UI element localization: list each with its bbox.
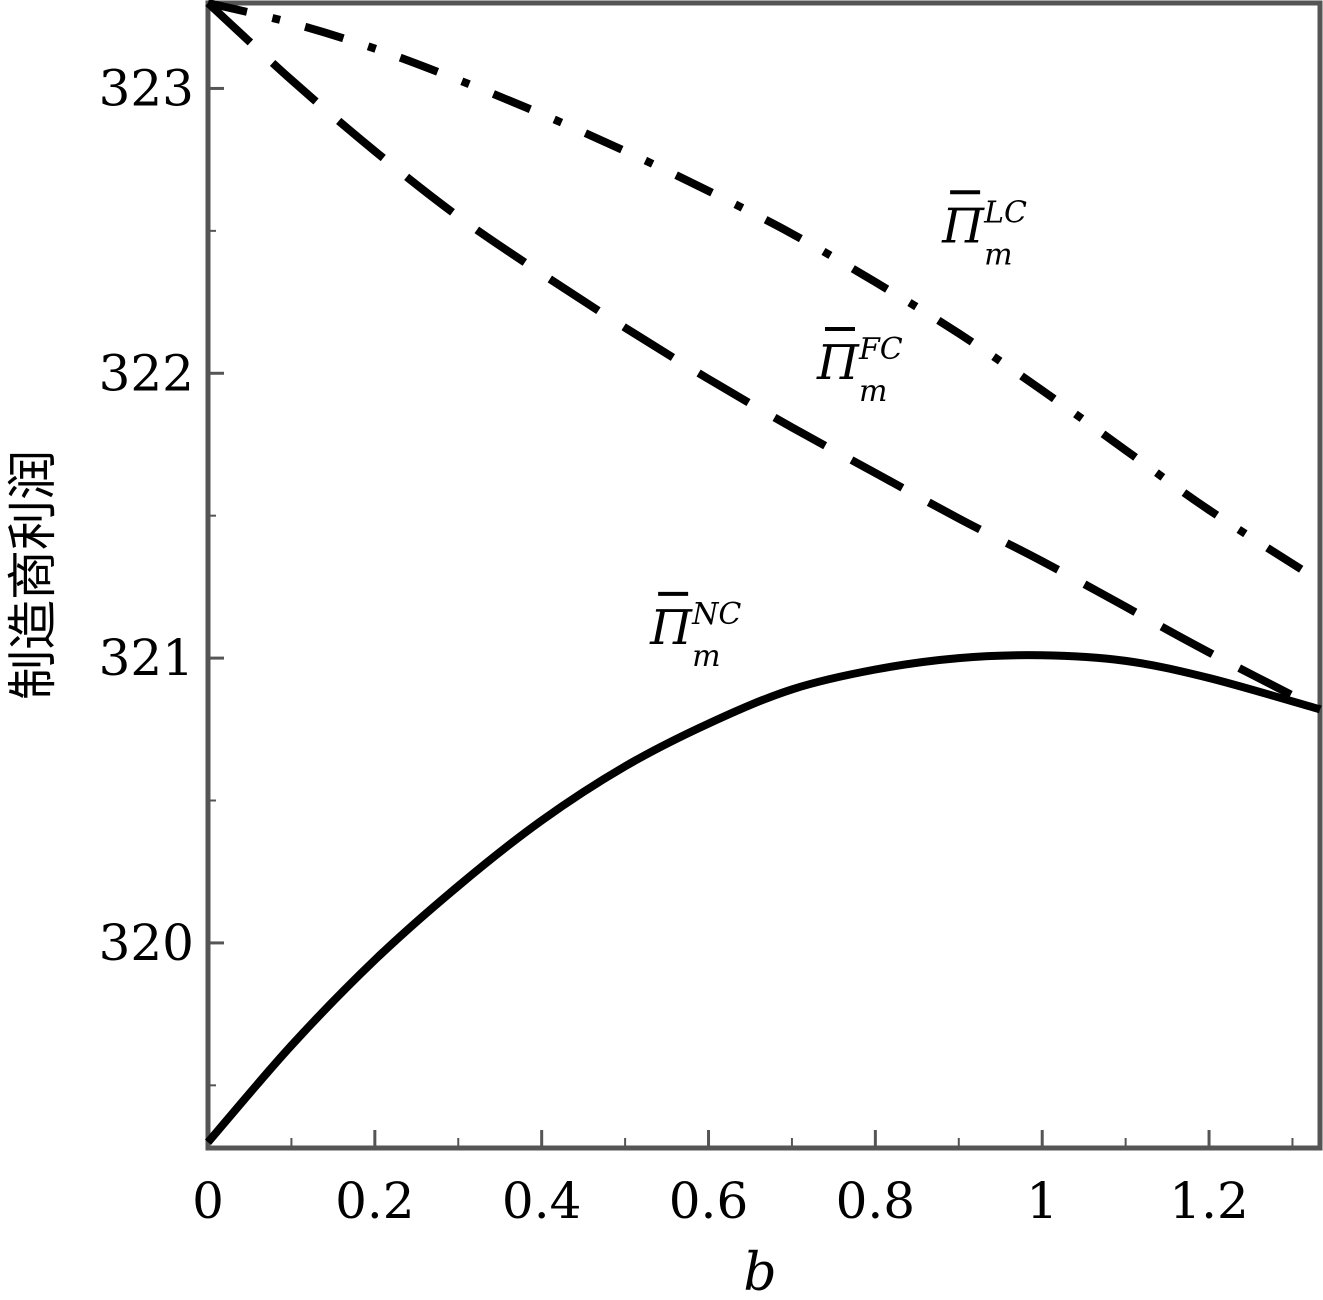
series-line-dashed (205, 0, 1322, 713)
y-tick-label: 322 (99, 344, 194, 402)
y-tick-label: 320 (99, 914, 194, 972)
series-label-fc: Π FC m (816, 326, 903, 409)
series-line-dashdot (207, 0, 1323, 585)
major-ticks (206, 86, 1211, 1148)
series-label-nc: Π NC m (649, 591, 741, 674)
series-lines (204, 0, 1323, 1145)
y-tick-label: 323 (99, 59, 194, 117)
series-label-superscript: LC (983, 195, 1027, 230)
x-tick-label: 0 (192, 1172, 224, 1230)
plot-frame (205, 0, 1323, 1151)
series-label-subscript: m (859, 374, 887, 409)
x-tick-label: 1 (1026, 1172, 1058, 1230)
series-label-symbol: Π (941, 198, 985, 254)
series-label-superscript: FC (858, 332, 903, 367)
series-label-lc: Π LC m (941, 190, 1027, 272)
x-tick-label: 0.8 (836, 1172, 916, 1230)
x-tick-labels: 0 0.2 0.4 0.6 0.8 1 1.2 (192, 1172, 1249, 1230)
series-label-symbol: Π (649, 600, 693, 656)
series-label-superscript: NC (691, 597, 741, 632)
y-axis-title: 制造商利润 (4, 450, 62, 700)
x-tick-label: 0.4 (502, 1172, 582, 1230)
x-tick-label: 1.2 (1169, 1172, 1249, 1230)
x-axis-title: b (743, 1243, 776, 1300)
y-tick-label: 321 (99, 629, 194, 687)
series-label-symbol: Π (816, 335, 860, 391)
x-tick-label: 0.2 (335, 1172, 415, 1230)
minor-ticks (207, 87, 1294, 1148)
series-label-subscript: m (692, 639, 720, 674)
series-line-solid (204, 651, 1322, 1145)
x-tick-label: 0.6 (669, 1172, 749, 1230)
y-tick-labels: 320 321 322 323 (99, 59, 194, 971)
series-label-subscript: m (984, 237, 1012, 272)
